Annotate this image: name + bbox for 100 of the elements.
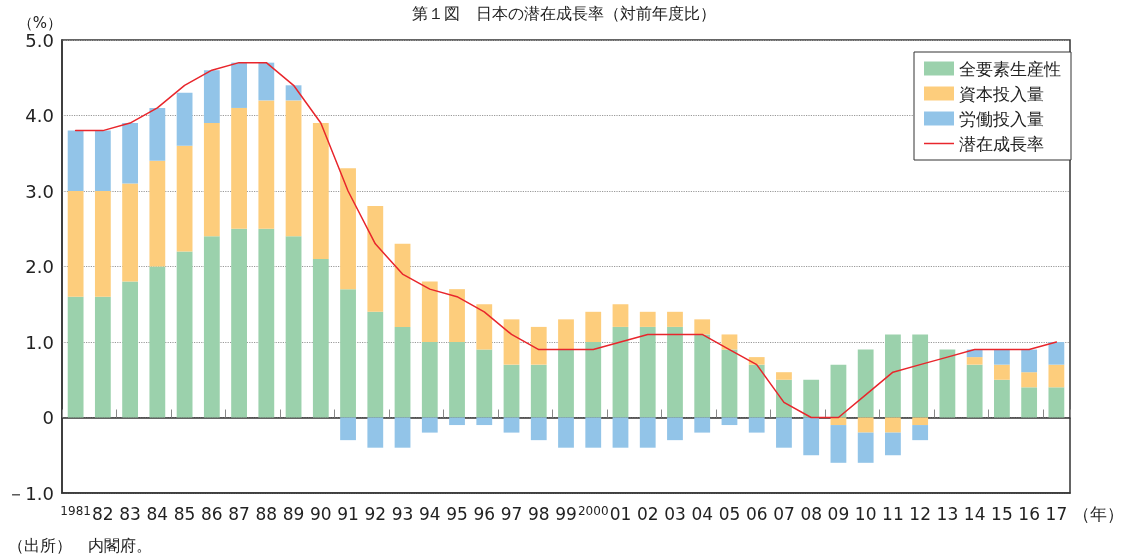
bar	[667, 417, 683, 441]
x-tick-label: 98	[527, 503, 550, 524]
bar	[639, 311, 656, 327]
bar	[721, 334, 738, 350]
x-tick-label: 95	[446, 503, 468, 524]
bar	[258, 100, 275, 229]
bar	[285, 236, 302, 418]
bar	[667, 311, 683, 327]
x-tick-label: 90	[309, 503, 332, 524]
bar	[149, 107, 166, 161]
legend-label: 資本投入量	[959, 83, 1044, 104]
bar	[421, 281, 438, 342]
x-tick-label: 17	[1045, 503, 1068, 524]
bar	[449, 417, 465, 426]
x-tick-label: 01	[609, 503, 632, 524]
x-tick-label: 04	[691, 503, 714, 524]
x-axis-title: （年）	[1073, 503, 1125, 524]
x-tick-label: 82	[92, 503, 114, 524]
bar	[803, 417, 820, 456]
bar	[340, 417, 356, 441]
bar	[503, 319, 520, 365]
x-tick-label: 09	[827, 503, 850, 524]
y-tick-label: －1.0	[7, 482, 54, 504]
bar	[312, 258, 329, 418]
bar	[122, 123, 139, 184]
bar	[258, 228, 275, 418]
bar	[1021, 372, 1038, 388]
bar	[585, 311, 602, 342]
legend-label: 全要素生産性	[959, 58, 1061, 79]
bar	[530, 364, 547, 418]
text: （出所） 内閣府。	[8, 535, 152, 555]
bar	[203, 70, 220, 124]
x-tick-label: 91	[337, 503, 359, 524]
bar	[966, 357, 983, 365]
bar	[885, 432, 901, 456]
bar	[149, 160, 166, 267]
x-tick-label: 97	[500, 503, 523, 524]
x-tick-label: 15	[991, 503, 1013, 524]
x-tick-label: 14	[963, 503, 986, 524]
bar	[912, 334, 929, 418]
bar	[203, 236, 220, 418]
bar	[558, 349, 574, 418]
x-tick-label: 05	[718, 503, 741, 524]
bar	[449, 289, 465, 342]
bar	[1021, 387, 1038, 418]
x-tick-label: 08	[800, 503, 823, 524]
bar	[122, 183, 139, 282]
x-tick-label: 93	[391, 503, 414, 524]
bar	[612, 304, 629, 327]
bar	[612, 417, 629, 448]
bar	[367, 311, 384, 418]
y-tick-label: 4.0	[25, 105, 54, 126]
x-tick-label: 12	[909, 503, 931, 524]
x-tick-label: 87	[228, 503, 250, 524]
bar	[312, 123, 329, 259]
bar	[340, 289, 356, 418]
x-tick-label: 03	[664, 503, 686, 524]
bar	[694, 334, 711, 418]
bar	[939, 349, 956, 418]
bar	[476, 417, 493, 426]
bar	[993, 379, 1010, 418]
bar	[176, 251, 193, 418]
bar	[367, 206, 384, 312]
x-tick-label: 10	[854, 503, 877, 524]
y-tick-label: 0	[42, 407, 54, 428]
x-tick-label: 13	[936, 503, 959, 524]
bar	[394, 417, 411, 448]
bar	[94, 130, 111, 191]
y-tick-label: 3.0	[25, 180, 54, 202]
chart-title: 第１図 日本の潜在成長率（対前年度比）	[411, 3, 716, 23]
x-tick-label: 94	[418, 503, 441, 524]
bar	[585, 417, 602, 448]
bar	[830, 425, 847, 463]
bar	[94, 191, 111, 297]
x-tick-label: 96	[473, 503, 496, 524]
bar	[476, 304, 493, 350]
bar	[857, 417, 874, 433]
bar	[857, 432, 874, 463]
bar	[803, 379, 820, 418]
bar	[667, 326, 683, 418]
bar	[67, 296, 84, 418]
bar	[966, 364, 983, 418]
bar	[231, 107, 247, 229]
x-tick-label: 84	[146, 503, 169, 524]
x-tick-label: 92	[364, 503, 387, 524]
bar	[503, 364, 520, 418]
x-tick-label: 02	[636, 503, 659, 524]
bar	[612, 326, 629, 418]
bar	[694, 417, 711, 433]
bar	[912, 417, 929, 426]
bar	[203, 123, 220, 237]
x-tick-label: 85	[173, 503, 196, 524]
bar	[830, 364, 847, 418]
bar	[857, 349, 874, 418]
y-axis-title: （%）	[17, 13, 62, 32]
bar	[639, 326, 656, 418]
legend-label: 労働投入量	[959, 108, 1044, 129]
bar	[776, 379, 792, 418]
bar	[885, 417, 901, 433]
x-tick-label: 86	[201, 503, 223, 524]
